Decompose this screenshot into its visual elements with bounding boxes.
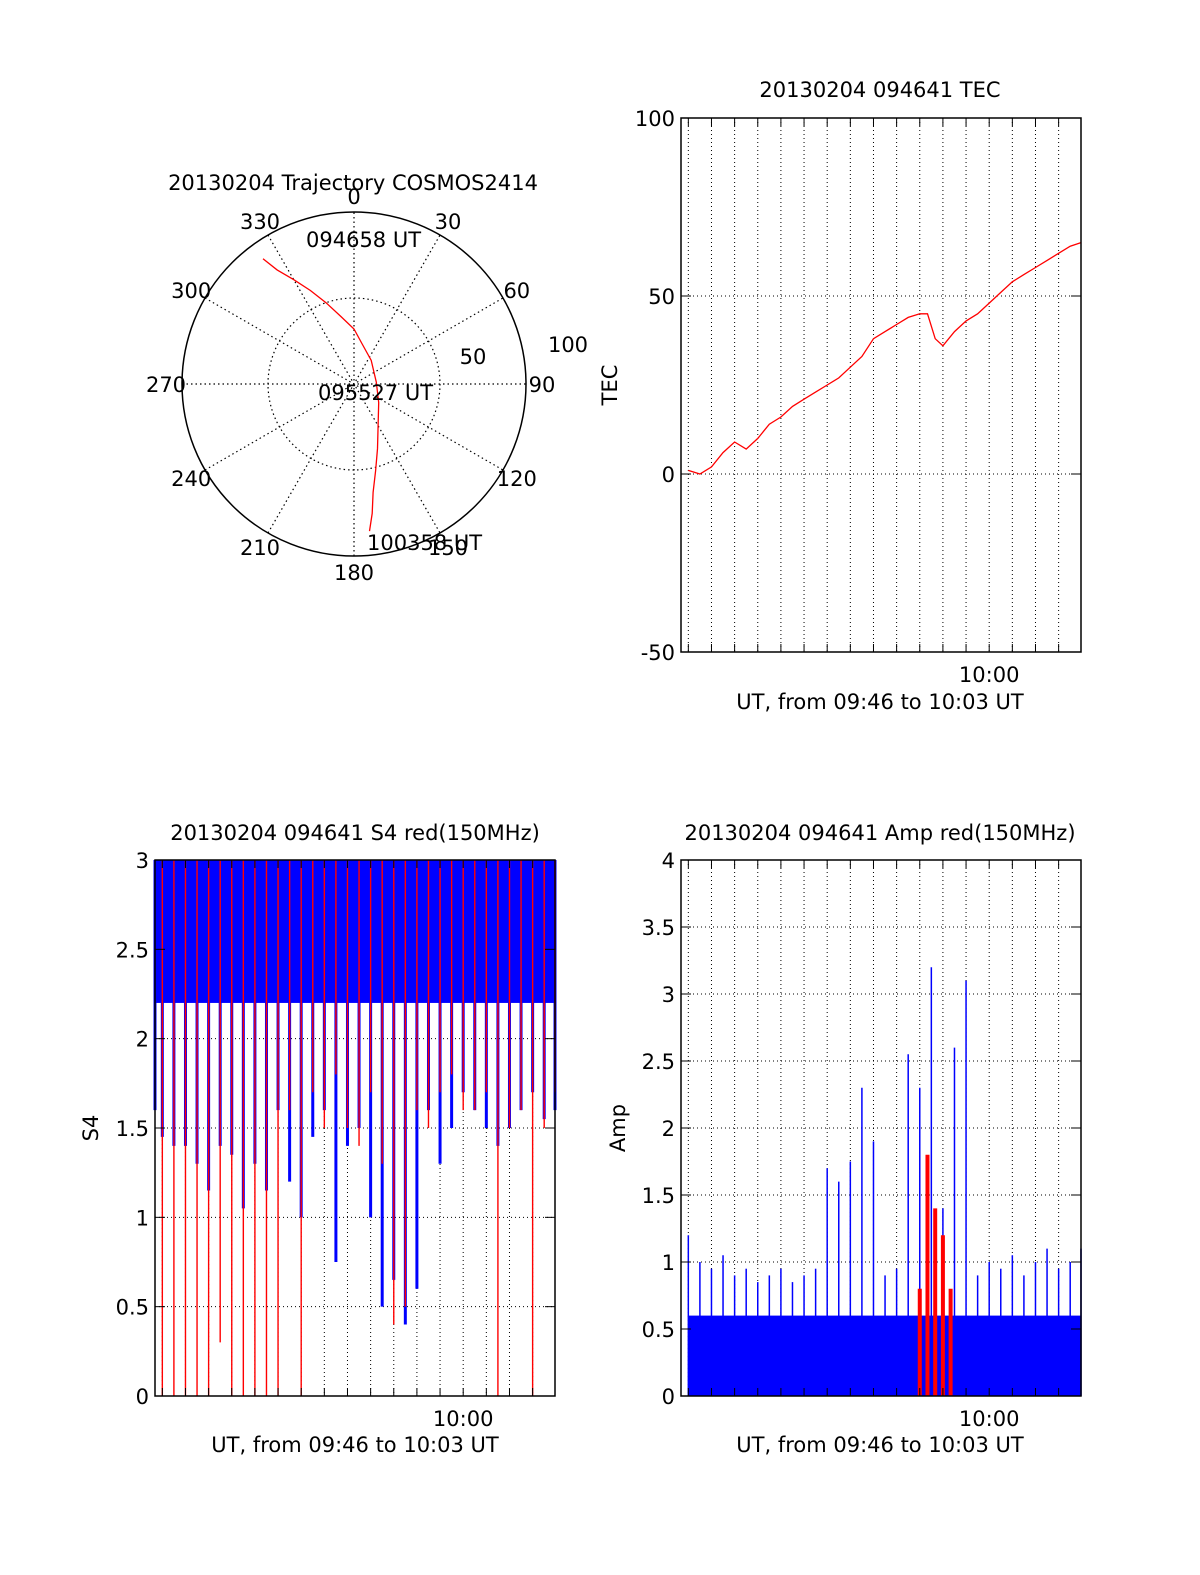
amp-ticks: 0 0.5 1 1.5 2 2.5 3 3.5 4 10:00 <box>642 849 1081 1431</box>
s4-xlabel: UT, from 09:46 to 10:03 UT <box>211 1433 499 1457</box>
polar-grid-spoke <box>267 234 441 534</box>
polar-radius-label: 50 <box>460 345 487 369</box>
trajectory-mid-label: 095527 UT <box>318 381 433 405</box>
polar-trajectory-line <box>262 258 380 532</box>
s4-ylabel: S4 <box>79 1115 103 1142</box>
y-tick-label: 1 <box>662 1251 675 1275</box>
tec-xlabel: UT, from 09:46 to 10:03 UT <box>736 690 1024 714</box>
y-tick-label: 3 <box>136 849 149 873</box>
y-tick-label: 0 <box>136 1385 149 1409</box>
polar-radius-labels: 50 100 <box>460 333 588 369</box>
y-tick-label: 2 <box>136 1028 149 1052</box>
s4-panel: 20130204 094641 S4 red(150MHz) 0 0.5 1 1.5 2… <box>79 821 557 1457</box>
y-tick-label: 2 <box>662 1117 675 1141</box>
x-tick-label: 10:00 <box>433 1407 494 1431</box>
s4-title: 20130204 094641 S4 red(150MHz) <box>170 821 540 845</box>
y-tick-label: 0 <box>662 1385 675 1409</box>
amp-series-layer <box>687 967 1082 1396</box>
polar-radius-label: 100 <box>548 333 588 357</box>
s4-ticks: 0 0.5 1 1.5 2 2.5 3 10:00 <box>116 849 555 1431</box>
x-tick-label: 10:00 <box>959 1407 1020 1431</box>
y-tick-label: 0 <box>662 463 675 487</box>
y-tick-label: 2.5 <box>642 1050 675 1074</box>
tec-title: 20130204 094641 TEC <box>759 78 1000 102</box>
y-tick-label: 2.5 <box>116 938 149 962</box>
tec-ylabel: TEC <box>598 365 622 407</box>
x-tick-label: 10:00 <box>959 663 1020 687</box>
trajectory-start-label: 094658 UT <box>306 228 421 252</box>
polar-angle-label: 300 <box>171 279 211 303</box>
y-tick-label: 1.5 <box>116 1117 149 1141</box>
y-tick-label: 3 <box>662 983 675 1007</box>
polar-panel: 20130204 Trajectory COSMOS2414 0 30 60 90 12… <box>146 171 588 585</box>
polar-grid <box>182 212 526 556</box>
polar-angle-label: 0 <box>347 185 360 209</box>
polar-angle-label: 120 <box>497 467 537 491</box>
polar-angle-label: 270 <box>146 373 186 397</box>
y-tick-label: 50 <box>648 285 675 309</box>
tec-plot-frame <box>680 117 1082 653</box>
polar-angle-label: 30 <box>435 210 462 234</box>
series-top-fill <box>155 860 555 1003</box>
amp-panel: 20130204 094641 Amp red(150MHz) 0 0.5 1 1.5… <box>606 821 1082 1457</box>
y-tick-label: 4 <box>662 849 675 873</box>
tec-panel: 20130204 094641 TEC -50 0 50 100 10:00 TEC U… <box>598 78 1082 714</box>
y-tick-label: 3.5 <box>642 916 675 940</box>
amp-title: 20130204 094641 Amp red(150MHz) <box>684 821 1075 845</box>
polar-angle-label: 240 <box>171 467 211 491</box>
polar-outer-circle <box>181 211 527 557</box>
y-tick-label: 0.5 <box>116 1296 149 1320</box>
y-tick-label: 0.5 <box>642 1318 675 1342</box>
polar-angle-label: 60 <box>503 279 530 303</box>
y-tick-label: 100 <box>635 107 675 131</box>
tec-ticks: -50 0 50 100 10:00 <box>635 107 1081 687</box>
tec-series-layer <box>688 241 1082 475</box>
polar-angle-label: 150 <box>428 536 468 560</box>
polar-angle-label: 330 <box>240 210 280 234</box>
polar-title: 20130204 Trajectory COSMOS2414 <box>168 171 538 195</box>
polar-angle-label: 210 <box>240 536 280 560</box>
amp-ylabel: Amp <box>606 1104 630 1152</box>
y-tick-label: 1 <box>136 1206 149 1230</box>
polar-angle-labels: 0 30 60 90 120 150 180 210 240 270 300 330 <box>146 185 555 585</box>
polar-angle-label: 90 <box>529 373 556 397</box>
amp-xlabel: UT, from 09:46 to 10:03 UT <box>736 1433 1024 1457</box>
tec-grid <box>681 117 1081 653</box>
y-tick-label: -50 <box>641 641 675 665</box>
y-tick-label: 1.5 <box>642 1184 675 1208</box>
polar-angle-label: 180 <box>334 561 374 585</box>
trajectory-end-label: 100358 UT <box>367 531 482 555</box>
s4-series-layer <box>153 860 557 1396</box>
series-line <box>688 241 1082 475</box>
